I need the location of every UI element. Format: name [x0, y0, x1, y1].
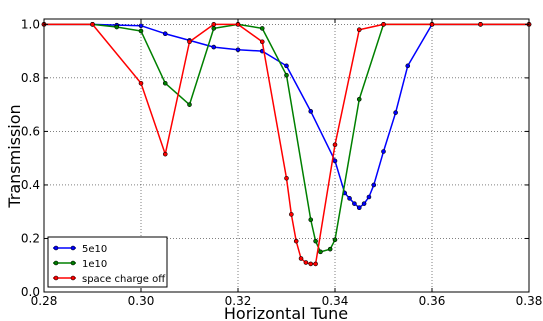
data-point-5e10 — [361, 201, 367, 206]
data-point-space-charge-off — [162, 151, 168, 157]
series-1e10 — [41, 22, 532, 255]
data-point-1e10 — [313, 238, 318, 244]
data-point-space-charge-off — [298, 256, 304, 261]
x-tick-label: 0.32 — [225, 294, 252, 308]
tick-labels: 0.28 0.30 0.32 0.34 0.36 0.38 0.0 0.2 0.4 0.6 0.8 1… — [21, 17, 542, 308]
data-point-5e10 — [308, 109, 314, 114]
data-point-space-charge-off — [303, 260, 309, 265]
data-point-5e10 — [393, 110, 398, 115]
y-tick-label: 0.8 — [21, 71, 40, 85]
y-tick-label: 0.4 — [21, 178, 40, 192]
data-point-space-charge-off — [308, 261, 314, 267]
data-point-5e10 — [284, 63, 289, 69]
data-point-1e10 — [211, 26, 217, 31]
x-tick-label: 0.38 — [516, 294, 543, 308]
data-point-1e10 — [356, 96, 362, 102]
legend-marker-space-charge-off — [53, 275, 59, 281]
data-point-5e10 — [405, 63, 411, 69]
data-point-5e10 — [371, 182, 377, 188]
grid-lines — [44, 19, 529, 292]
data-point-5e10 — [352, 201, 357, 206]
series-layer — [41, 22, 532, 267]
y-axis-label: Transmission — [5, 104, 24, 208]
series-space-charge-off — [41, 22, 532, 267]
legend-label-1e10: 1e10 — [82, 259, 107, 270]
data-point-1e10 — [114, 24, 120, 30]
data-point-1e10 — [318, 249, 323, 255]
legend-label-space-charge-off: space charge off — [82, 274, 166, 285]
data-point-1e10 — [187, 102, 192, 107]
x-tick-label: 0.30 — [128, 294, 155, 308]
data-point-1e10 — [259, 26, 265, 31]
data-point-1e10 — [308, 217, 314, 223]
data-point-5e10 — [381, 149, 386, 154]
x-tick-label: 0.34 — [322, 294, 349, 308]
legend-marker-1e10 — [53, 260, 59, 266]
data-point-1e10 — [138, 28, 144, 34]
series-line-1e10 — [44, 23, 529, 253]
y-tick-label: 0.6 — [21, 124, 40, 138]
legend-marker-1e10 — [70, 260, 76, 266]
x-axis-label: Horizontal Tune — [224, 304, 348, 321]
data-point-space-charge-off — [90, 22, 95, 27]
data-point-space-charge-off — [381, 22, 386, 27]
data-point-space-charge-off — [289, 212, 294, 217]
legend-marker-space-charge-off — [70, 275, 76, 281]
data-point-5e10 — [162, 31, 168, 37]
data-point-5e10 — [235, 47, 241, 53]
data-point-1e10 — [332, 237, 338, 243]
data-point-5e10 — [366, 194, 372, 200]
data-point-1e10 — [327, 246, 333, 252]
x-tick-label: 0.28 — [31, 294, 58, 308]
data-point-space-charge-off — [284, 175, 289, 181]
y-tick-label: 1.0 — [21, 17, 40, 31]
data-point-5e10 — [347, 196, 352, 201]
legend-marker-5e10 — [70, 245, 76, 251]
data-point-1e10 — [162, 80, 168, 86]
data-point-space-charge-off — [187, 39, 192, 45]
data-point-5e10 — [138, 23, 144, 28]
legend: 5e10 1e10 space charge off — [47, 236, 168, 288]
x-tick-label: 0.36 — [419, 294, 446, 308]
data-point-5e10 — [332, 158, 338, 164]
y-tick-label: 0.0 — [21, 285, 40, 299]
y-tick-label: 0.2 — [21, 231, 40, 245]
data-point-space-charge-off — [211, 22, 217, 27]
data-point-space-charge-off — [356, 27, 362, 33]
tick-marks — [43, 19, 530, 293]
legend-label-5e10: 5e10 — [82, 244, 107, 255]
data-point-1e10 — [284, 72, 289, 78]
data-point-5e10 — [356, 205, 362, 210]
data-point-space-charge-off — [313, 261, 318, 267]
data-point-space-charge-off — [138, 80, 144, 86]
series-line-space-charge-off — [44, 23, 529, 265]
data-point-space-charge-off — [293, 238, 299, 244]
data-point-5e10 — [211, 44, 217, 50]
data-point-space-charge-off — [259, 39, 265, 45]
legend-marker-5e10 — [53, 245, 59, 251]
data-point-space-charge-off — [332, 142, 338, 148]
plot-area-frame — [43, 18, 530, 293]
data-point-space-charge-off — [478, 22, 483, 27]
